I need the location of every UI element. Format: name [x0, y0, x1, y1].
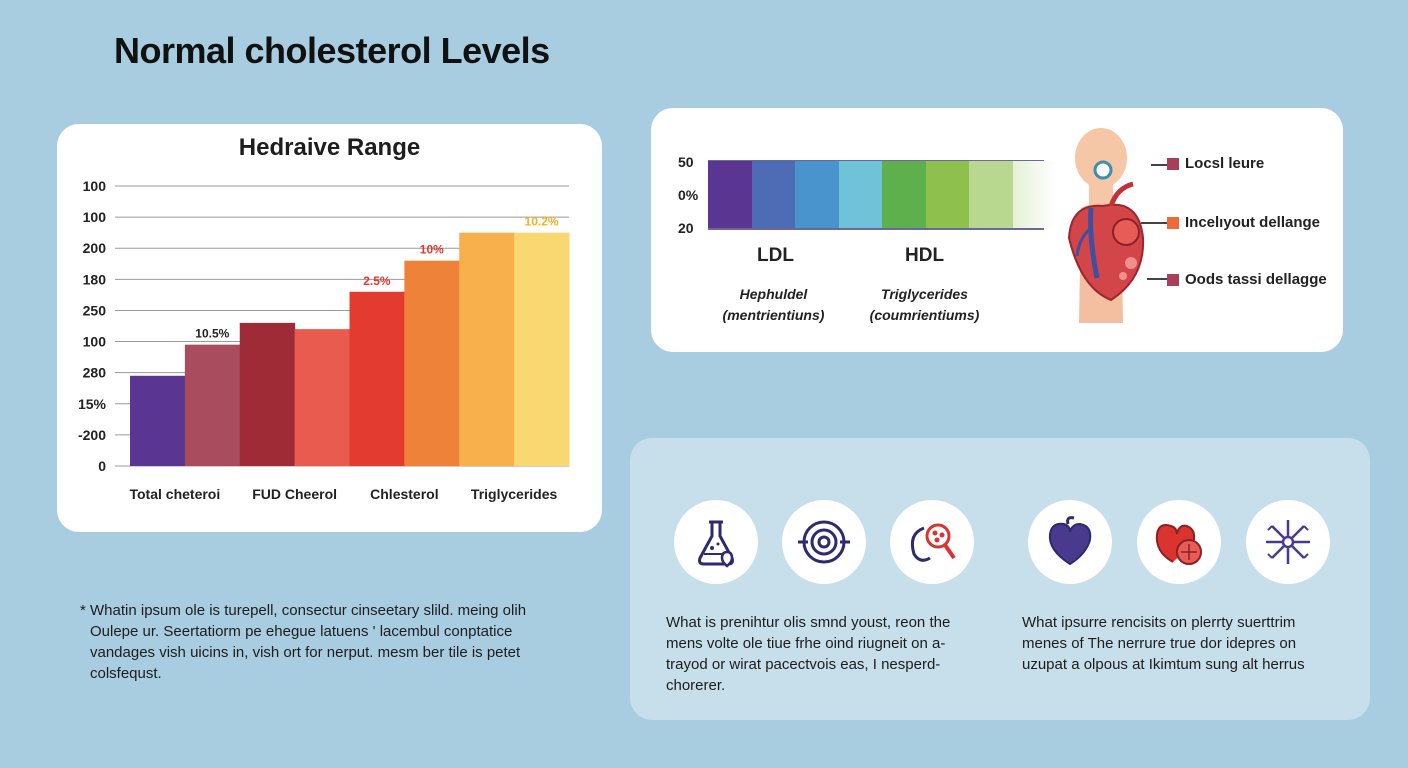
chart-title: Hedraive Range — [238, 134, 421, 161]
y-tick-label: 100 — [83, 209, 107, 225]
scale-segment — [1012, 161, 1056, 229]
legend-swatch — [1167, 216, 1179, 229]
bar — [514, 232, 570, 466]
scale-axis-label: 0% — [678, 187, 699, 203]
legend-leader-line — [1141, 222, 1167, 224]
y-tick-label: 100 — [83, 178, 107, 194]
footnote-line: vandages vish uicins in, vish ort for ne… — [90, 644, 521, 661]
description-line: What ipsurre rencisits on plerrty suertt… — [1022, 614, 1296, 631]
footnote-line: Oulepe ur. Seertatiorm pe ehegue latuens… — [90, 623, 513, 640]
description-line: menes of The nerrure true dor idepres on — [1022, 635, 1297, 652]
legend-label: Incelıyout dellange — [1185, 214, 1321, 231]
bar — [404, 260, 460, 466]
scale-segment — [708, 161, 752, 229]
scale-segment — [838, 161, 882, 229]
bar — [459, 232, 515, 466]
description-line: mens volte ole tiue frhe oind riugneit o… — [666, 635, 946, 652]
description-left: What is prenihtur olis smnd youst, reon … — [666, 612, 950, 696]
hdl-label: HDL — [905, 245, 945, 266]
legend-item: Oods tassi dellagge — [1167, 271, 1327, 288]
hdl-sublabel: Triglycerides (coumrientiums) — [857, 284, 992, 326]
bar — [130, 375, 186, 466]
footnote-text: * Whatin ipsum ole is turepell, consectu… — [80, 600, 580, 684]
lipid-scale-card: 50 0% 20 LDL HDL Hephuldel (mentrientiun… — [651, 108, 1343, 352]
scale-segment — [925, 161, 969, 229]
scale-segment — [795, 161, 839, 229]
heart-anatomy-icon — [1067, 128, 1145, 323]
data-label: 10.5% — [195, 327, 229, 341]
heart-icon — [1028, 500, 1112, 584]
x-tick-label: Triglycerides — [471, 486, 558, 502]
description-line: trayod or wirat pacectvois eas, I nesper… — [666, 656, 941, 673]
scale-segment — [969, 161, 1013, 229]
legend-item: Locsl leure — [1167, 155, 1264, 172]
page-title: Normal cholesterol Levels — [114, 30, 550, 71]
bar — [349, 291, 405, 466]
bar-chart-card: Hedraive Range 100 100 200 180 250 100 280 15% -… — [57, 124, 602, 532]
data-label: 10.2% — [525, 215, 559, 229]
scale-bottom-line — [708, 228, 1044, 230]
bar-chart: 100 100 200 180 250 100 280 15% -200 0 10.5% 2.5% 10… — [78, 178, 570, 502]
x-tick-label: Chlesterol — [370, 486, 438, 502]
description-right: What ipsurre rencisits on plerrty suertt… — [1022, 612, 1305, 675]
legend-leader-line — [1147, 278, 1167, 280]
cell-network-icon — [1246, 500, 1330, 584]
y-tick-label: 15% — [78, 396, 107, 412]
y-tick-label: 200 — [83, 240, 107, 256]
data-label: 2.5% — [363, 274, 391, 288]
bar — [239, 322, 296, 466]
y-tick-label: 280 — [83, 365, 107, 381]
target-rings-icon — [782, 500, 866, 584]
scale-axis-label: 20 — [678, 220, 694, 236]
x-tick-label: FUD Cheerol — [252, 486, 337, 502]
legend-item: Incelıyout dellange — [1167, 214, 1320, 231]
color-scale-strip — [708, 161, 1056, 229]
y-tick-label: 180 — [83, 271, 107, 287]
ldl-sublabel: Hephuldel (mentrientiuns) — [711, 284, 836, 326]
description-line: uzupat a olpous at Ikimtum sung alt herr… — [1022, 656, 1305, 673]
legend-swatch — [1167, 273, 1179, 286]
bar — [294, 329, 350, 466]
scale-segment — [751, 161, 795, 229]
legend-swatch — [1167, 157, 1179, 170]
bar — [184, 344, 241, 466]
legend-label: Oods tassi dellagge — [1185, 271, 1327, 288]
y-tick-label: 100 — [83, 334, 107, 350]
info-icons-card: What is prenihtur olis smnd youst, reon … — [630, 438, 1370, 720]
ldl-label: LDL — [757, 245, 794, 266]
ldl-sublabel-line: Hephuldel — [739, 286, 808, 302]
magnifier-molecule-icon — [890, 500, 974, 584]
y-tick-label: -200 — [78, 427, 106, 443]
legend-leader-line — [1151, 164, 1167, 166]
heart-cells-icon — [1137, 500, 1221, 584]
hdl-sublabel-line: Triglycerides — [881, 286, 968, 302]
hdl-sublabel-line: (coumrientiums) — [869, 307, 980, 323]
x-tick-label: Total cheteroi — [129, 486, 220, 502]
y-tick-label: 0 — [98, 458, 106, 474]
y-tick-label: 250 — [83, 302, 107, 318]
scale-axis-label: 50 — [678, 154, 694, 170]
legend-label: Locsl leure — [1185, 155, 1265, 172]
footnote-line: * Whatin ipsum ole is turepell, consectu… — [80, 602, 527, 619]
description-line: chorerer. — [666, 677, 726, 694]
flask-heart-icon — [674, 500, 758, 584]
data-label: 10% — [420, 243, 444, 257]
footnote-line: colsfequst. — [90, 665, 162, 682]
ldl-sublabel-line: (mentrientiuns) — [722, 307, 825, 323]
description-line: What is prenihtur olis smnd youst, reon … — [666, 614, 951, 631]
scale-segment — [882, 161, 926, 229]
